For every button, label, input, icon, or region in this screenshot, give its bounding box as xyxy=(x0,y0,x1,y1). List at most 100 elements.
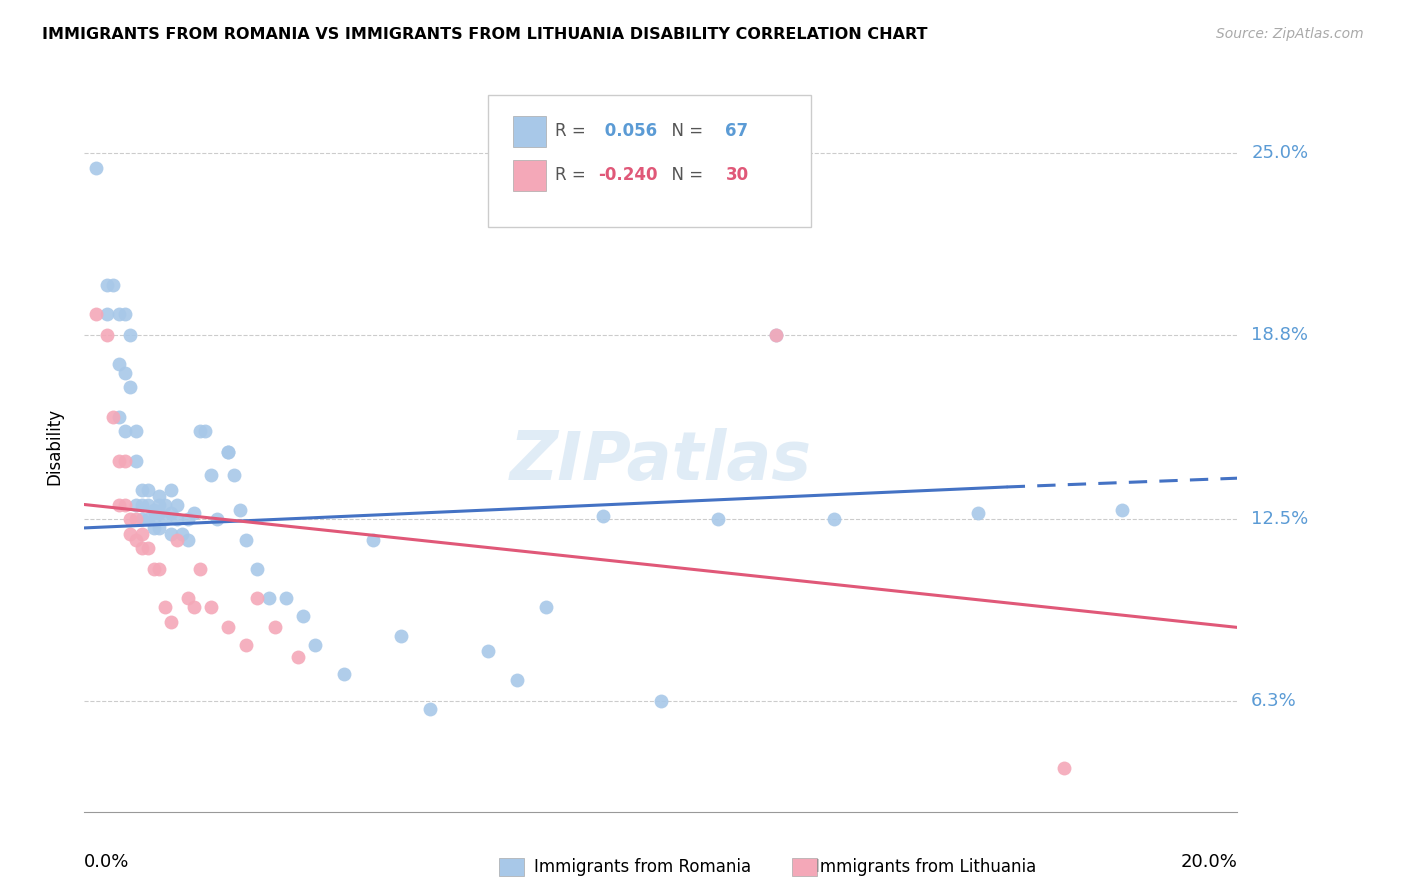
Point xyxy=(200,468,222,483)
Text: 12.5%: 12.5% xyxy=(1251,510,1309,528)
Point xyxy=(96,327,118,342)
Point xyxy=(120,512,142,526)
Point xyxy=(166,512,188,526)
Point xyxy=(765,327,787,342)
Point xyxy=(148,521,170,535)
Point xyxy=(108,307,131,321)
Point xyxy=(246,591,269,606)
Text: 6.3%: 6.3% xyxy=(1251,691,1296,709)
Text: 25.0%: 25.0% xyxy=(1251,145,1309,162)
Point xyxy=(142,503,165,517)
FancyBboxPatch shape xyxy=(513,116,546,147)
Point xyxy=(148,506,170,520)
Text: R =: R = xyxy=(555,122,591,140)
Point xyxy=(84,307,107,321)
Point xyxy=(263,620,285,634)
Point xyxy=(131,541,153,556)
Point xyxy=(114,307,136,321)
Point xyxy=(292,608,315,623)
Text: R =: R = xyxy=(555,167,591,185)
Point xyxy=(148,562,170,576)
Point xyxy=(333,667,356,681)
Point xyxy=(205,512,228,526)
Text: 0.056: 0.056 xyxy=(599,122,657,140)
Point xyxy=(200,599,222,614)
Point xyxy=(120,380,142,394)
Point xyxy=(84,161,107,175)
Point xyxy=(120,327,142,342)
Point xyxy=(823,512,845,526)
Point xyxy=(160,615,183,629)
Point xyxy=(257,591,280,606)
Point xyxy=(153,599,176,614)
Point xyxy=(650,693,672,707)
Point xyxy=(125,425,148,439)
Point xyxy=(592,509,614,524)
Point xyxy=(1111,503,1133,517)
Point xyxy=(160,526,183,541)
Point xyxy=(235,638,257,652)
Text: Immigrants from Lithuania: Immigrants from Lithuania xyxy=(815,858,1036,876)
Text: N =: N = xyxy=(661,167,709,185)
Text: -0.240: -0.240 xyxy=(599,167,658,185)
FancyBboxPatch shape xyxy=(513,160,546,191)
Point xyxy=(114,453,136,467)
Point xyxy=(114,498,136,512)
Point xyxy=(153,498,176,512)
Point xyxy=(136,483,159,497)
Point xyxy=(125,512,148,526)
Point xyxy=(153,512,176,526)
Text: 20.0%: 20.0% xyxy=(1181,854,1237,871)
Text: Immigrants from Romania: Immigrants from Romania xyxy=(534,858,751,876)
Point xyxy=(246,562,269,576)
Point xyxy=(1053,761,1076,775)
Point xyxy=(183,599,205,614)
Point xyxy=(177,533,200,547)
Point xyxy=(96,278,118,293)
Point xyxy=(131,483,153,497)
Y-axis label: Disability: Disability xyxy=(45,408,63,484)
Point xyxy=(125,533,148,547)
Point xyxy=(361,533,384,547)
Point xyxy=(131,498,153,512)
Point xyxy=(218,445,240,459)
Point xyxy=(96,307,118,321)
Text: 0.0%: 0.0% xyxy=(84,854,129,871)
Point xyxy=(108,498,131,512)
Point xyxy=(183,506,205,520)
Point xyxy=(177,591,200,606)
Point xyxy=(188,562,211,576)
Point xyxy=(534,599,557,614)
Point xyxy=(224,468,246,483)
Text: 18.8%: 18.8% xyxy=(1251,326,1308,343)
Point xyxy=(148,489,170,503)
Point xyxy=(218,620,240,634)
Point xyxy=(103,409,124,424)
Point xyxy=(194,425,217,439)
Text: 67: 67 xyxy=(725,122,748,140)
Point xyxy=(148,498,170,512)
Point xyxy=(967,506,990,520)
Point xyxy=(304,638,326,652)
Point xyxy=(160,483,183,497)
Point xyxy=(506,673,529,687)
Point xyxy=(125,453,148,467)
Point xyxy=(707,512,730,526)
Point xyxy=(142,521,165,535)
Text: ZIPatlas: ZIPatlas xyxy=(510,427,811,493)
Point xyxy=(166,498,188,512)
Point xyxy=(235,533,257,547)
Point xyxy=(177,512,200,526)
Point xyxy=(172,526,194,541)
Point xyxy=(218,445,240,459)
Text: 30: 30 xyxy=(725,167,748,185)
Point xyxy=(229,503,252,517)
Point xyxy=(188,425,211,439)
Point xyxy=(391,629,413,643)
Point xyxy=(136,498,159,512)
Point xyxy=(136,512,159,526)
Point xyxy=(477,644,499,658)
Point xyxy=(160,506,183,520)
Point xyxy=(108,357,131,371)
Point xyxy=(114,425,136,439)
